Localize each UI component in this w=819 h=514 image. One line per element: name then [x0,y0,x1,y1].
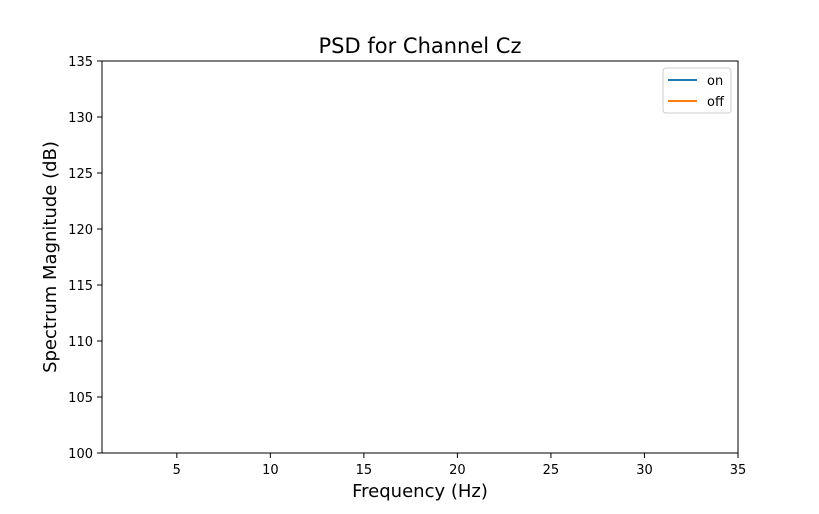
y-tick-label: 125 [68,167,93,182]
y-tick-label: 135 [68,55,93,70]
x-tick-label: 15 [356,463,373,478]
y-axis-ticks: 100 105 110 115 120 125 130 135 [68,55,102,462]
chart-title: PSD for Channel Cz [319,34,522,58]
y-tick-label: 110 [68,335,93,350]
x-tick-label: 20 [449,463,466,478]
legend: on off [662,67,732,114]
y-axis-title: Spectrum Magnitude (dB) [40,141,61,373]
x-axis-title: Frequency (Hz) [352,481,488,502]
legend-label-on: on [707,74,723,89]
y-tick-label: 130 [68,111,93,126]
y-tick-label: 120 [68,223,93,238]
legend-label-off: off [707,95,725,110]
x-tick-label: 30 [636,463,653,478]
plot-area-frame [101,60,739,454]
x-tick-label: 25 [543,463,560,478]
x-tick-label: 10 [262,463,279,478]
x-tick-label: 35 [730,463,747,478]
y-tick-label: 115 [68,279,93,294]
y-tick-label: 105 [68,391,93,406]
y-tick-label: 100 [68,447,93,462]
x-tick-label: 5 [173,463,181,478]
x-axis-ticks: 5 10 15 20 25 30 35 [173,453,747,478]
